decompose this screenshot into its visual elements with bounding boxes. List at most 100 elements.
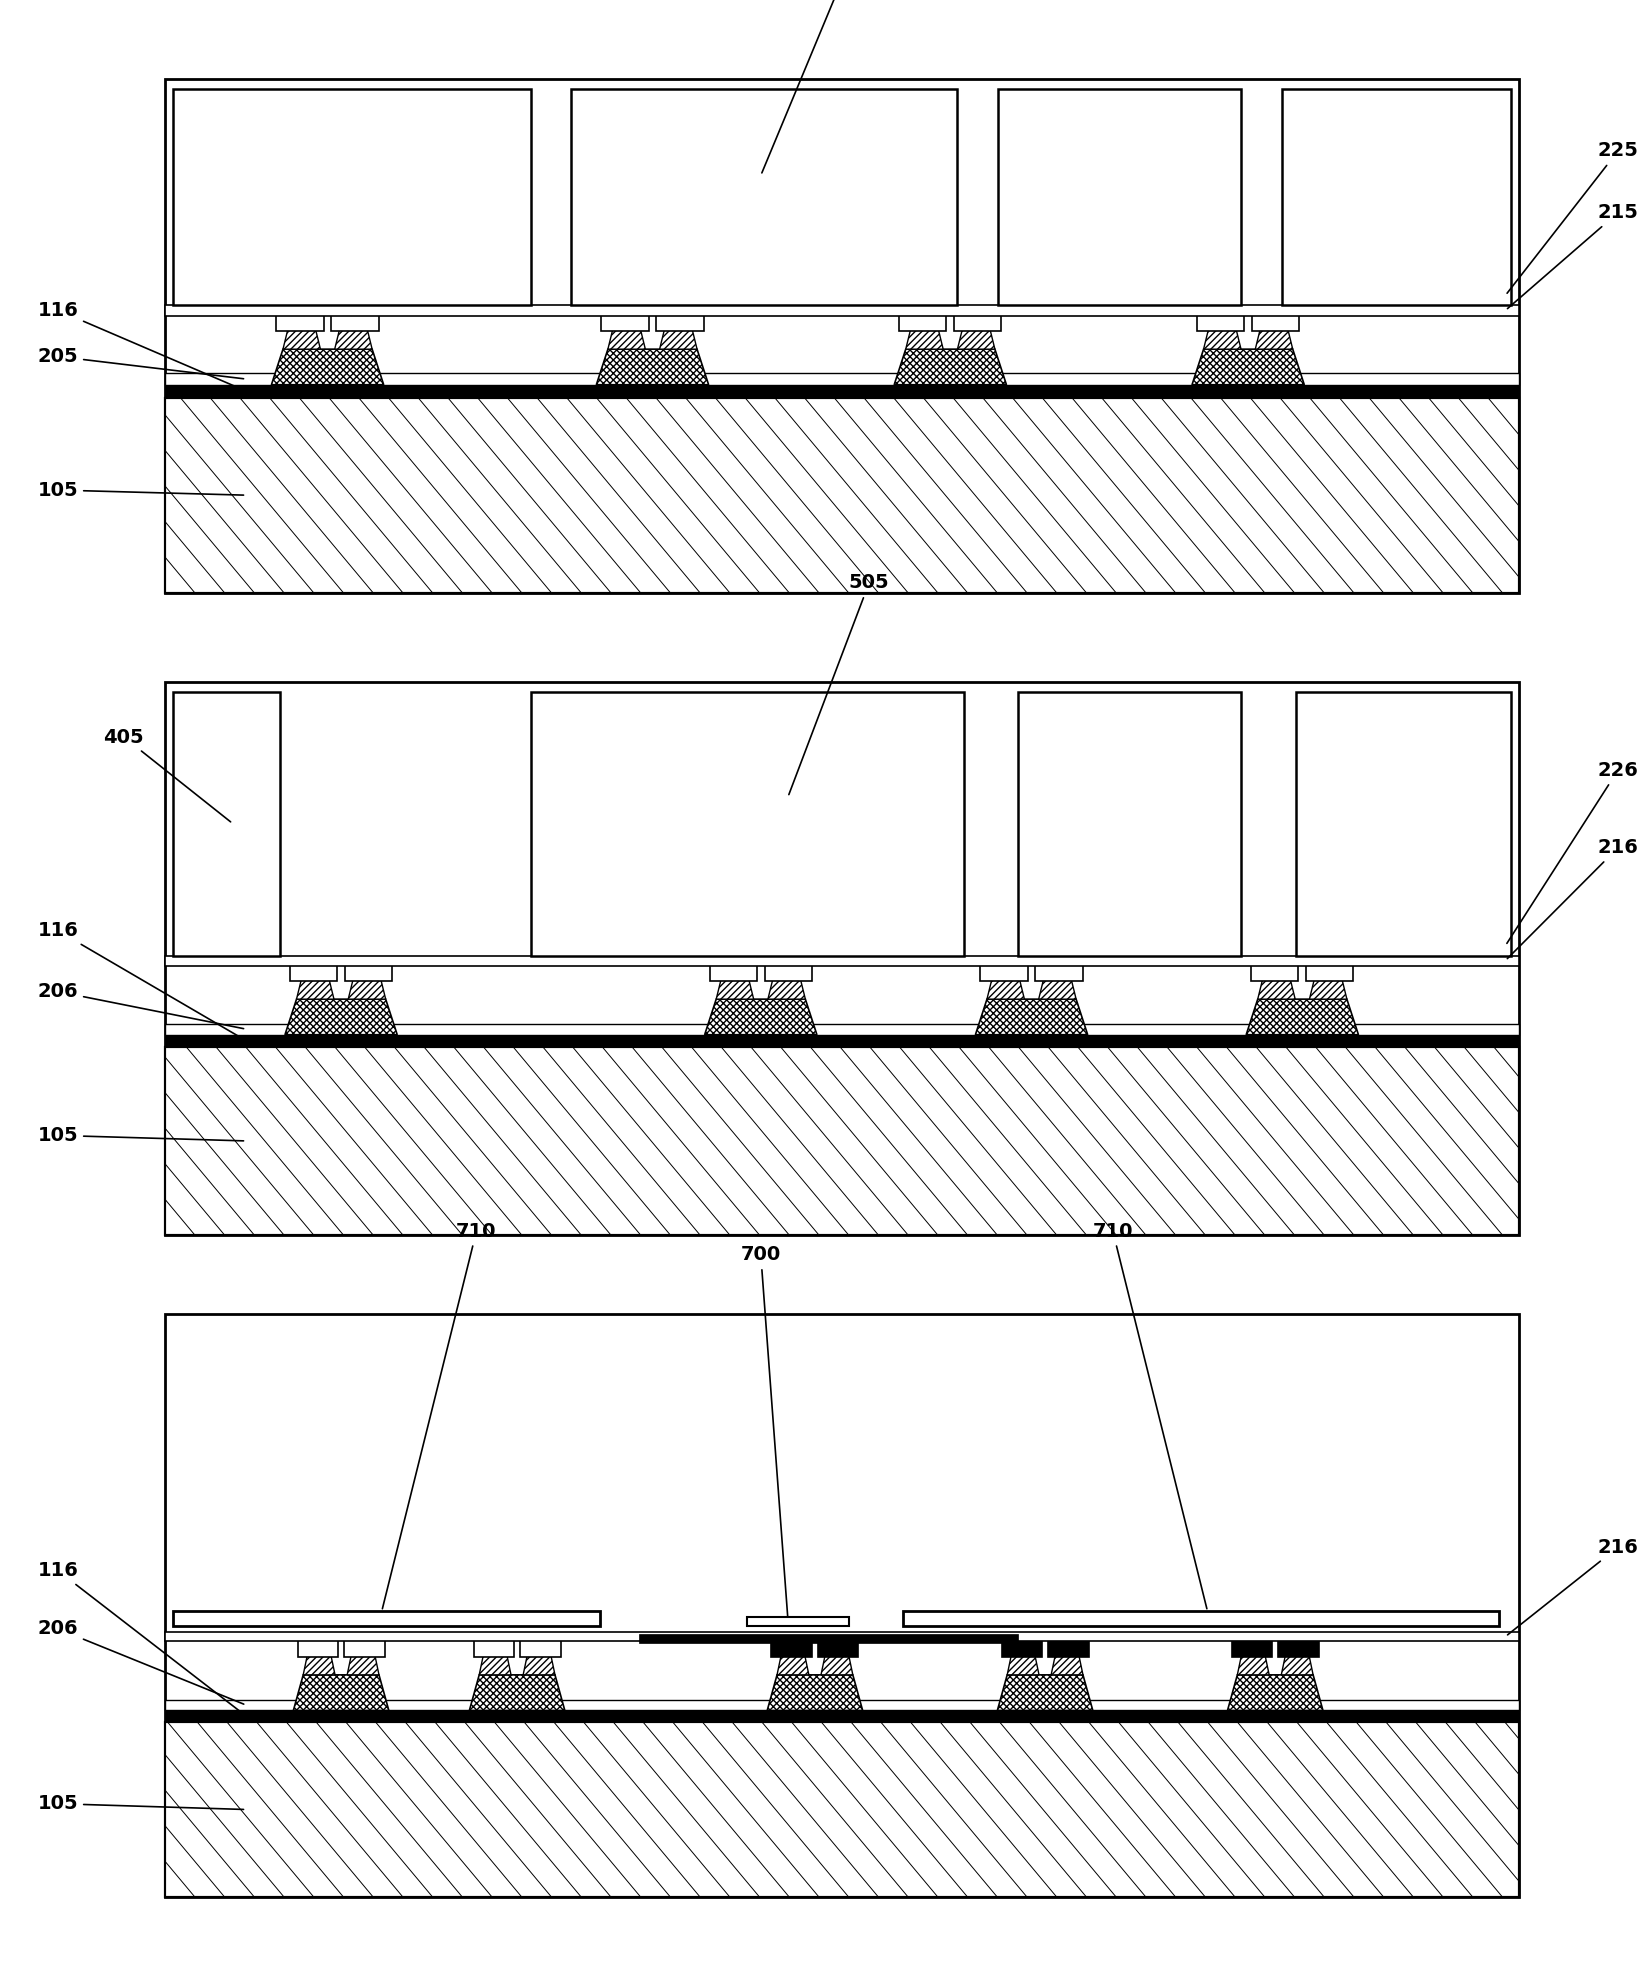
Bar — [165, 306, 1519, 316]
Polygon shape — [286, 1000, 398, 1035]
Bar — [165, 385, 1519, 397]
Polygon shape — [1227, 1676, 1322, 1711]
Text: 205: 205 — [38, 348, 244, 379]
Polygon shape — [1007, 1654, 1038, 1676]
Bar — [748, 1616, 849, 1626]
Bar — [474, 1634, 513, 1658]
Polygon shape — [1237, 1654, 1270, 1676]
Bar — [903, 1612, 1499, 1626]
Bar — [165, 397, 1519, 593]
Text: 105: 105 — [38, 1126, 244, 1144]
Polygon shape — [479, 1654, 512, 1676]
Polygon shape — [335, 328, 371, 350]
Bar — [954, 308, 1002, 332]
Polygon shape — [304, 1654, 335, 1676]
Bar — [165, 1047, 1519, 1235]
Bar — [165, 1035, 1519, 1047]
Bar — [571, 89, 958, 306]
Bar — [997, 89, 1242, 306]
Bar — [165, 1632, 1519, 1642]
Polygon shape — [1255, 328, 1293, 350]
Bar — [1019, 692, 1242, 956]
Bar — [165, 79, 1519, 593]
Polygon shape — [997, 1676, 1093, 1711]
Bar — [1048, 1634, 1088, 1658]
Polygon shape — [705, 1000, 817, 1035]
Bar — [165, 397, 1519, 593]
Bar — [520, 1634, 561, 1658]
Bar — [1251, 958, 1298, 982]
Polygon shape — [1192, 350, 1304, 385]
Bar — [900, 308, 946, 332]
Polygon shape — [297, 978, 334, 1000]
Polygon shape — [987, 978, 1024, 1000]
Text: 710: 710 — [383, 1221, 497, 1608]
Bar — [771, 1634, 812, 1658]
Polygon shape — [821, 1654, 854, 1676]
Polygon shape — [778, 1654, 809, 1676]
Polygon shape — [958, 328, 996, 350]
Polygon shape — [976, 1000, 1088, 1035]
Text: 225: 225 — [1507, 142, 1638, 292]
Text: 710: 710 — [1093, 1221, 1207, 1608]
Polygon shape — [1258, 978, 1294, 1000]
Polygon shape — [608, 328, 646, 350]
Polygon shape — [660, 328, 697, 350]
Bar — [165, 682, 1519, 1235]
Polygon shape — [282, 328, 320, 350]
Polygon shape — [1038, 978, 1076, 1000]
Bar — [639, 1634, 1019, 1644]
Bar — [276, 308, 324, 332]
Bar — [1232, 1634, 1271, 1658]
Text: 505: 505 — [789, 573, 890, 794]
Text: 105: 105 — [38, 480, 244, 500]
Bar — [601, 308, 649, 332]
Polygon shape — [596, 350, 708, 385]
Bar — [332, 308, 378, 332]
Bar — [297, 1634, 338, 1658]
Bar — [530, 692, 964, 956]
Bar — [165, 1723, 1519, 1897]
Polygon shape — [768, 1676, 862, 1711]
Polygon shape — [1052, 1654, 1083, 1676]
Bar — [764, 958, 812, 982]
Polygon shape — [348, 978, 386, 1000]
Polygon shape — [1309, 978, 1347, 1000]
Polygon shape — [768, 978, 806, 1000]
Bar — [165, 956, 1519, 966]
Bar — [165, 1723, 1519, 1897]
Polygon shape — [1247, 1000, 1359, 1035]
Bar — [1035, 958, 1083, 982]
Bar — [165, 1711, 1519, 1723]
Bar — [165, 1314, 1519, 1897]
Bar — [291, 958, 337, 982]
Bar — [165, 1047, 1519, 1235]
Polygon shape — [1204, 328, 1242, 350]
Polygon shape — [717, 978, 753, 1000]
Bar — [173, 89, 530, 306]
Bar — [173, 692, 281, 956]
Polygon shape — [347, 1654, 380, 1676]
Polygon shape — [895, 350, 1007, 385]
Bar — [165, 1699, 1519, 1711]
Bar — [173, 1612, 599, 1626]
Polygon shape — [294, 1676, 390, 1711]
Bar — [1306, 958, 1354, 982]
Bar — [1296, 692, 1511, 956]
Bar — [345, 958, 393, 982]
Bar — [1281, 89, 1511, 306]
Polygon shape — [1281, 1654, 1313, 1676]
Text: 116: 116 — [38, 921, 244, 1039]
Bar — [981, 958, 1027, 982]
Bar — [165, 373, 1519, 385]
Text: 700: 700 — [741, 1245, 788, 1616]
Text: 405: 405 — [104, 727, 231, 822]
Polygon shape — [271, 350, 383, 385]
Bar — [657, 308, 703, 332]
Text: 216: 216 — [1507, 838, 1638, 958]
Text: 216: 216 — [1507, 1537, 1638, 1634]
Text: 226: 226 — [1507, 761, 1638, 943]
Bar — [710, 958, 756, 982]
Bar — [1197, 308, 1245, 332]
Text: 105: 105 — [38, 1794, 244, 1814]
